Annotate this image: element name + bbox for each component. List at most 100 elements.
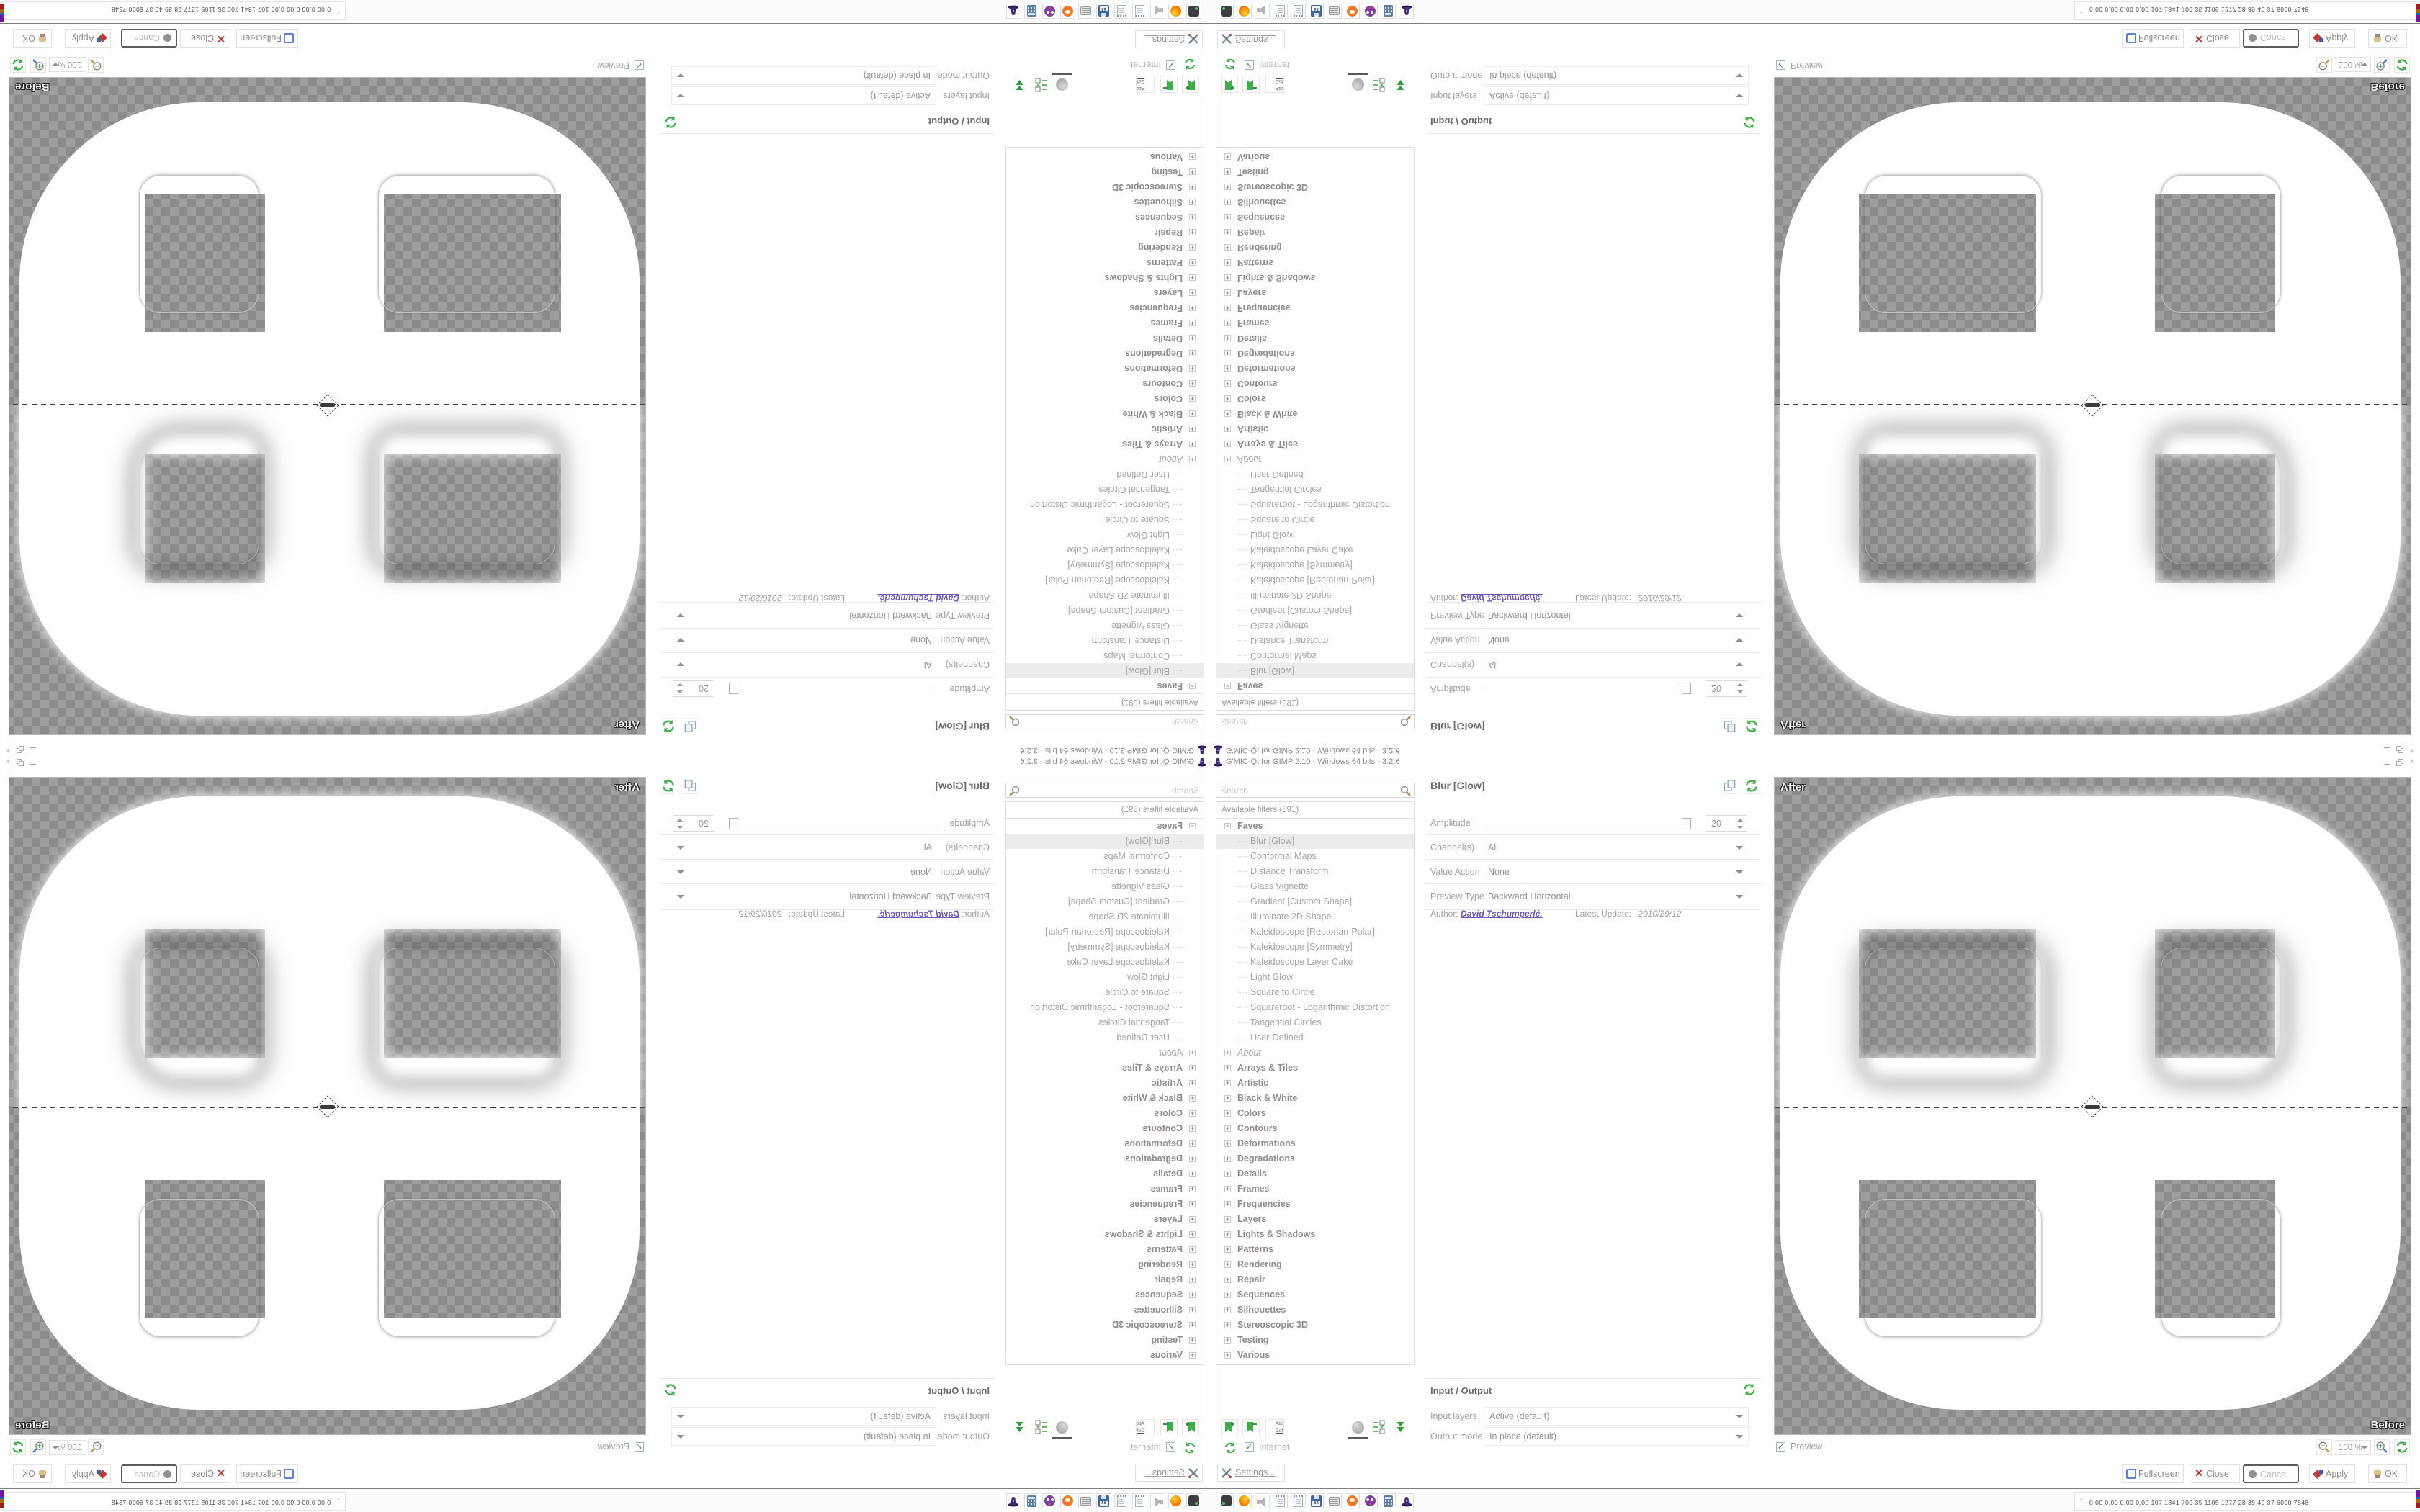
- preview-checkbox[interactable]: ✓: [1776, 60, 1785, 70]
- expand-icon[interactable]: [1224, 1171, 1231, 1177]
- expand-icon[interactable]: [1189, 1065, 1196, 1071]
- collapse-icon[interactable]: [1189, 823, 1196, 829]
- filter-category-item[interactable]: Deformations: [1006, 1136, 1204, 1151]
- filter-category-item[interactable]: Contours: [1006, 1121, 1204, 1136]
- expand-icon[interactable]: [1224, 289, 1231, 296]
- expand-icon[interactable]: [1189, 1156, 1196, 1162]
- firefox-icon[interactable]: [1237, 4, 1252, 19]
- tree-category-faves[interactable]: Faves: [1216, 678, 1414, 693]
- expand-icon[interactable]: [1189, 244, 1196, 251]
- filter-visibility-button[interactable]: [1371, 1419, 1388, 1436]
- expand-icon[interactable]: [1189, 1201, 1196, 1207]
- fave-filter-item[interactable]: Gradient [Custom Shape]: [1216, 603, 1414, 618]
- filter-category-item[interactable]: Frequencies: [1006, 1197, 1204, 1212]
- scroll-icon[interactable]: [1078, 4, 1093, 19]
- expand-icon[interactable]: [1224, 1292, 1231, 1298]
- notepad-icon-2[interactable]: [1114, 1493, 1129, 1508]
- fave-filter-item[interactable]: Illuminate 2D Shape: [1216, 588, 1414, 603]
- apply-button[interactable]: Apply: [65, 29, 111, 48]
- fave-filter-item[interactable]: Kaleidoscope [Symmetry]: [1006, 940, 1204, 955]
- fave-filter-item[interactable]: Light Glow: [1216, 527, 1414, 542]
- chevron-down-icon[interactable]: [1736, 1435, 1743, 1439]
- fave-filter-item[interactable]: Glass Vignette: [1216, 618, 1414, 633]
- internet-checkbox[interactable]: ✓: [1245, 1442, 1254, 1452]
- preview-split-handle[interactable]: [2081, 1095, 2105, 1120]
- filter-category-item[interactable]: Stereoscopic 3D: [1216, 1318, 1414, 1333]
- value-action-dropdown[interactable]: [671, 863, 936, 881]
- filter-category-item[interactable]: Various: [1216, 1348, 1414, 1363]
- filter-ratings-button[interactable]: [1350, 76, 1367, 93]
- value-action-dropdown[interactable]: [1484, 863, 1749, 881]
- zoom-level-select[interactable]: 100 %: [2334, 1440, 2371, 1455]
- fave-filter-item[interactable]: Kaleidoscope [Symmetry]: [1006, 557, 1204, 572]
- filter-category-item[interactable]: Stereoscopic 3D: [1216, 179, 1414, 194]
- fave-filter-item[interactable]: Blur [Glow]: [1216, 834, 1414, 849]
- fave-filter-item[interactable]: Kaleidoscope [Reptorian-Polar]: [1216, 924, 1414, 940]
- filter-category-item[interactable]: Colors: [1006, 1106, 1204, 1121]
- reset-parameters-icon[interactable]: [1744, 778, 1760, 794]
- minimize-button[interactable]: [28, 758, 37, 767]
- firefox-icon[interactable]: [1237, 1493, 1252, 1508]
- preview-checkbox[interactable]: ✓: [635, 60, 644, 70]
- minimize-button[interactable]: [2383, 745, 2392, 754]
- expand-all-button[interactable]: [1392, 76, 1410, 93]
- author-link[interactable]: David Tschumperlé.: [877, 593, 959, 603]
- expand-icon[interactable]: [1189, 199, 1196, 205]
- fave-filter-item[interactable]: Conformal Maps: [1006, 849, 1204, 864]
- copy-filter-icon[interactable]: [1722, 718, 1738, 734]
- blender-icon[interactable]: [1345, 4, 1360, 19]
- filter-category-item[interactable]: Patterns: [1006, 255, 1204, 270]
- expand-icon[interactable]: [1224, 1095, 1231, 1102]
- fave-filter-item[interactable]: Distance Transform: [1006, 633, 1204, 648]
- filter-category-item[interactable]: Patterns: [1006, 1242, 1204, 1257]
- expand-icon[interactable]: [1224, 456, 1231, 462]
- expand-icon[interactable]: [1224, 153, 1231, 160]
- expand-icon[interactable]: [1189, 1110, 1196, 1117]
- calculator-icon[interactable]: [1024, 4, 1039, 19]
- expand-icon[interactable]: [1189, 184, 1196, 190]
- spinner-arrows-icon[interactable]: [1736, 817, 1744, 830]
- expand-icon[interactable]: [1224, 1337, 1231, 1344]
- expand-icon[interactable]: [1224, 1110, 1231, 1117]
- chevron-down-icon[interactable]: [677, 613, 684, 617]
- fave-filter-item[interactable]: Kaleidoscope [Reptorian-Polar]: [1006, 924, 1204, 940]
- author-link[interactable]: David Tschumperlé.: [877, 909, 959, 919]
- fullscreen-button[interactable]: Fullscreen: [2122, 29, 2184, 48]
- settings-button[interactable]: Settings...: [1135, 30, 1203, 48]
- fave-filter-item[interactable]: Gradient [Custom Shape]: [1216, 894, 1414, 909]
- expand-icon[interactable]: [1224, 259, 1231, 266]
- filter-category-item[interactable]: Repair: [1216, 1272, 1414, 1287]
- close-button[interactable]: ✕ Close: [180, 1464, 230, 1483]
- filter-category-item[interactable]: Frequencies: [1216, 300, 1414, 315]
- collapse-icon[interactable]: [1224, 823, 1231, 829]
- fave-filter-item[interactable]: Conformal Maps: [1216, 648, 1414, 663]
- filter-category-item[interactable]: About: [1216, 451, 1414, 467]
- expand-icon[interactable]: [1189, 168, 1196, 175]
- fave-filter-item[interactable]: Kaleidoscope Layer Cake: [1216, 542, 1414, 557]
- author-link[interactable]: David Tschumperlé.: [1461, 909, 1543, 919]
- expand-icon[interactable]: [1189, 1050, 1196, 1056]
- firefox-icon[interactable]: [1168, 1493, 1183, 1508]
- copy-filter-icon[interactable]: [682, 718, 698, 734]
- apply-button[interactable]: Apply: [65, 1464, 111, 1483]
- amplitude-slider-handle[interactable]: [1682, 683, 1691, 694]
- expand-icon[interactable]: [1224, 426, 1231, 432]
- filter-category-item[interactable]: Frames: [1216, 315, 1414, 330]
- filter-category-item[interactable]: Colors: [1006, 391, 1204, 406]
- fave-filter-item[interactable]: Kaleidoscope [Reptorian-Polar]: [1216, 572, 1414, 588]
- title-bar[interactable]: G'MIC-Qt for GIMP 2.10 - Windows 64 bits…: [0, 744, 1210, 756]
- expand-icon[interactable]: [1224, 244, 1231, 251]
- restore-button[interactable]: [2396, 745, 2405, 754]
- reset-parameters-icon[interactable]: [660, 718, 676, 734]
- fave-filter-item[interactable]: User-Defined: [1216, 467, 1414, 482]
- filter-visibility-button[interactable]: [1032, 1419, 1049, 1436]
- preview-split-handle[interactable]: [315, 1095, 339, 1120]
- rename-fave-button[interactable]: Abc Def: [1265, 1419, 1284, 1436]
- filter-category-item[interactable]: Frequencies: [1216, 1197, 1414, 1212]
- chevron-down-icon[interactable]: [677, 662, 684, 666]
- filter-category-item[interactable]: Contours: [1216, 376, 1414, 391]
- chevron-down-icon[interactable]: [1736, 1415, 1743, 1418]
- expand-icon[interactable]: [1189, 335, 1196, 341]
- expand-icon[interactable]: [1224, 1277, 1231, 1283]
- expand-icon[interactable]: [1224, 1216, 1231, 1223]
